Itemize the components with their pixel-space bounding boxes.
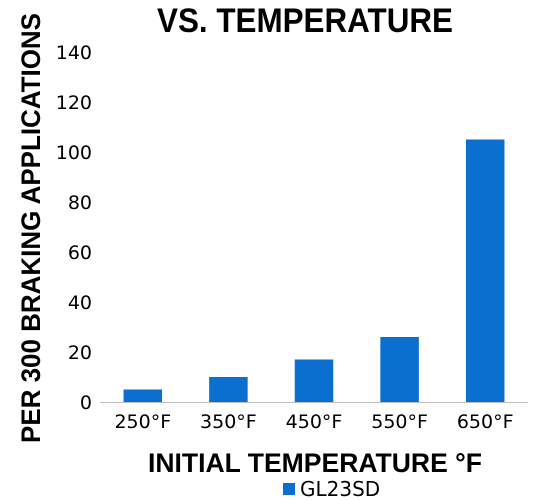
- bar-350f: [209, 377, 248, 402]
- y-tick-label: 120: [56, 92, 92, 114]
- bar-550f: [380, 337, 419, 402]
- y-tick-label: 40: [68, 292, 92, 314]
- x-tick-label: 650°F: [457, 411, 514, 433]
- x-axis-title: INITIAL TEMPERATURE °F: [148, 448, 482, 478]
- bar-450f: [294, 359, 334, 402]
- bar-250f: [123, 389, 163, 402]
- legend-label-gl23sd: GL23SD: [300, 477, 380, 500]
- x-tick-label: 250°F: [114, 411, 171, 433]
- y-tick-label: 20: [68, 342, 92, 364]
- legend: GL23SD: [283, 477, 380, 500]
- x-tick-label: 450°F: [286, 411, 343, 433]
- y-tick-label: 80: [68, 192, 92, 214]
- y-tick-label: 60: [68, 242, 92, 264]
- y-tick-label: 100: [56, 142, 92, 164]
- legend-swatch-gl23sd: [283, 483, 295, 495]
- y-axis-title: PER 300 BRAKING APPLICATIONS: [16, 13, 46, 443]
- y-tick-label: 140: [56, 42, 92, 64]
- chart-title: VS. TEMPERATURE: [157, 2, 453, 40]
- bar-650f: [465, 139, 505, 402]
- x-tick-label: 350°F: [200, 411, 257, 433]
- y-tick-label: 0: [80, 392, 92, 414]
- x-tick-label: 550°F: [371, 411, 428, 433]
